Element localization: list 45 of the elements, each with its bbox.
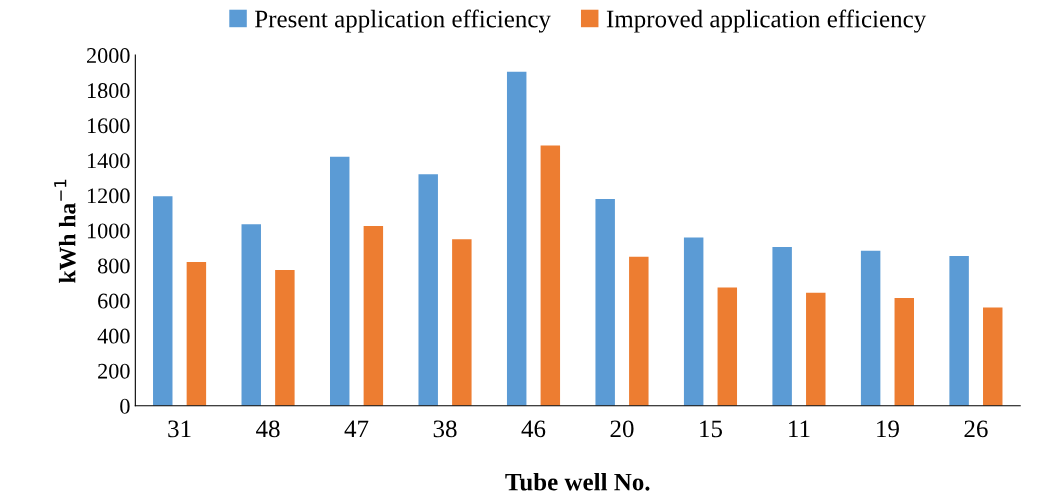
y-tick-label: 2000 (87, 48, 130, 64)
x-tick-label: 38 (433, 420, 457, 438)
y-tick-label: 0 (120, 398, 130, 414)
bar (806, 292, 826, 406)
legend-label: Present application efficiency (255, 9, 551, 33)
bar (949, 255, 969, 406)
bar (452, 239, 472, 406)
bar (506, 71, 527, 406)
bar (595, 198, 615, 406)
bar (186, 262, 207, 406)
bar (241, 224, 261, 406)
x-tick-label: 47 (344, 420, 369, 438)
bar (363, 226, 384, 406)
legend-label: Improved application efficiency (606, 9, 927, 33)
bar (275, 269, 295, 406)
y-tick-label: 400 (97, 328, 130, 344)
x-tick-label: 26 (964, 420, 988, 438)
bar (860, 250, 881, 406)
bar (540, 145, 561, 406)
bar (894, 297, 914, 406)
y-tick-label: 800 (97, 258, 130, 274)
x-axis-title: Tube well No. (505, 472, 650, 491)
y-tick-label: 200 (98, 363, 130, 379)
x-tick-label: 46 (521, 420, 546, 438)
y-tick-label: 1600 (87, 118, 130, 134)
y-tick-label: 600 (98, 293, 130, 309)
bar (629, 256, 649, 406)
bar (418, 174, 438, 406)
y-tick-label: 1200 (87, 188, 130, 204)
bar (717, 287, 738, 406)
x-tick-label: 20 (610, 420, 634, 438)
x-tick-label: 15 (700, 420, 723, 438)
y-tick-label: 1400 (87, 153, 130, 169)
x-tick-label: 11 (789, 420, 810, 438)
y-tick-label: 1000 (87, 223, 130, 239)
x-tick-label: 19 (877, 420, 899, 438)
bar (153, 196, 173, 406)
bar (983, 307, 1003, 406)
x-tick-label: 48 (256, 420, 280, 438)
bar (772, 247, 792, 406)
y-tick-label: 1800 (87, 83, 130, 99)
x-tick-label: 31 (168, 420, 191, 438)
bar (330, 156, 350, 406)
bar (683, 237, 704, 406)
y-axis-title: kWh ha$^{−1}$ (54, 179, 76, 283)
